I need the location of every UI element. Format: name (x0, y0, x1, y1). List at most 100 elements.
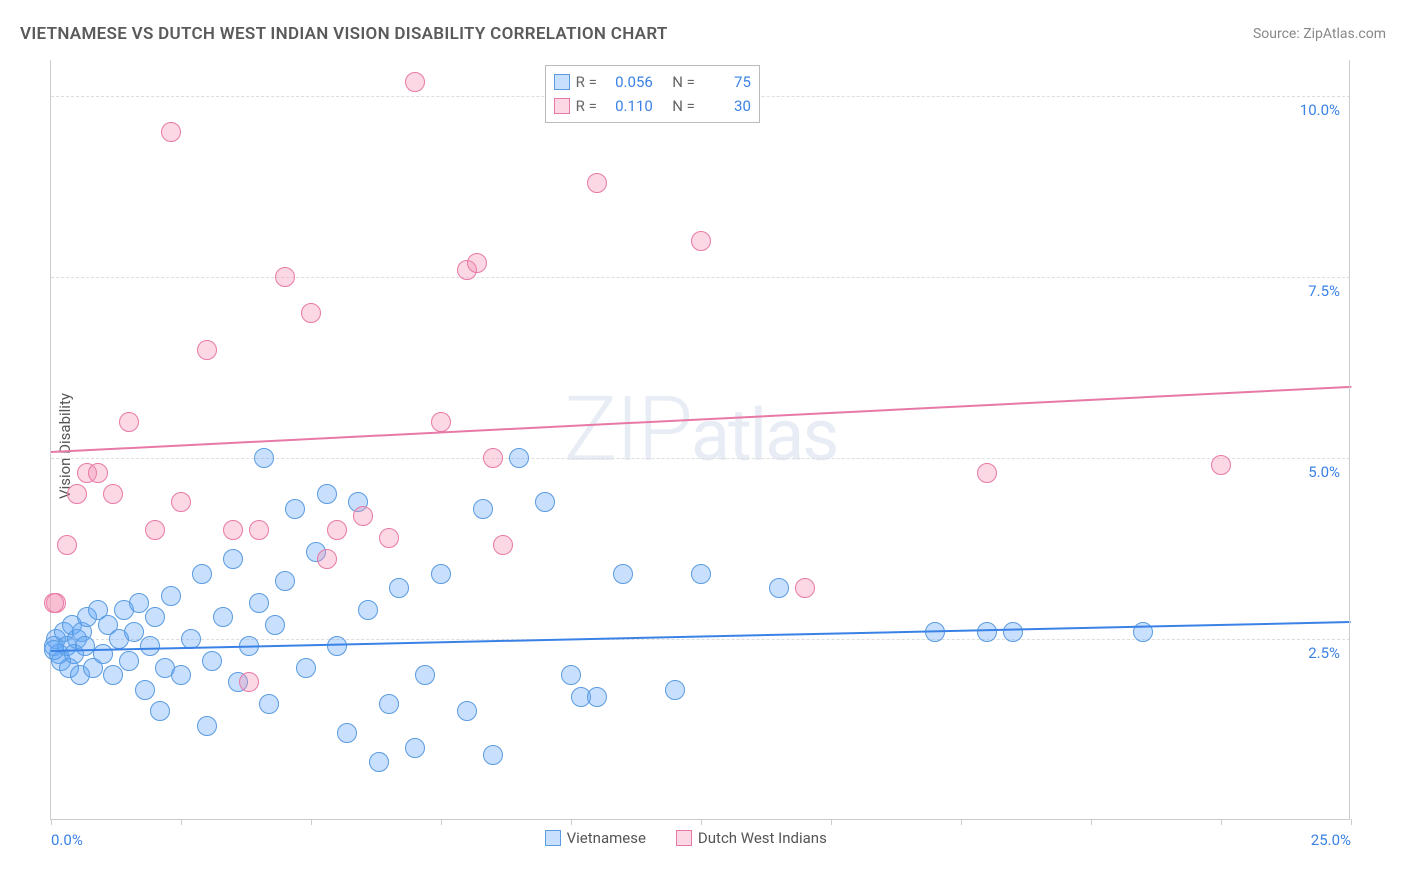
data-point-dutch_west_indians (1211, 455, 1231, 475)
legend-n-label: N = (672, 94, 695, 118)
data-point-vietnamese (140, 636, 160, 656)
x-tick (1351, 819, 1352, 825)
data-point-vietnamese (358, 600, 378, 620)
scatter-chart: ZIPatlas 2.5%5.0%7.5%10.0%0.0%25.0%R =0.… (50, 60, 1350, 820)
regression-line-dutch_west_indians (51, 386, 1351, 453)
data-point-vietnamese (613, 564, 633, 584)
data-point-vietnamese (431, 564, 451, 584)
y-tick-label: 7.5% (1308, 282, 1340, 300)
data-point-dutch_west_indians (317, 549, 337, 569)
data-point-vietnamese (93, 644, 113, 664)
x-tick (571, 819, 572, 825)
watermark-text: ZIPatlas (564, 377, 838, 482)
data-point-dutch_west_indians (67, 484, 87, 504)
legend-r-value: 0.056 (603, 70, 653, 94)
legend-r-value: 0.110 (603, 94, 653, 118)
data-point-dutch_west_indians (197, 340, 217, 360)
y-tick-label: 10.0% (1300, 101, 1340, 119)
data-point-vietnamese (259, 694, 279, 714)
legend-r-label: R = (576, 70, 597, 94)
data-point-vietnamese (75, 636, 95, 656)
data-point-vietnamese (197, 716, 217, 736)
x-tick-label: 25.0% (1311, 831, 1351, 849)
data-point-dutch_west_indians (405, 72, 425, 92)
data-point-vietnamese (587, 687, 607, 707)
data-point-vietnamese (327, 636, 347, 656)
data-point-vietnamese (473, 499, 493, 519)
legend-item-dutch_west_indians: Dutch West Indians (676, 829, 827, 847)
data-point-vietnamese (977, 622, 997, 642)
legend-item-label: Vietnamese (567, 829, 646, 847)
data-point-dutch_west_indians (119, 412, 139, 432)
y-tick-label: 5.0% (1308, 463, 1340, 481)
data-point-vietnamese (317, 484, 337, 504)
data-point-vietnamese (405, 738, 425, 758)
chart-title: VIETNAMESE VS DUTCH WEST INDIAN VISION D… (20, 24, 668, 44)
legend-stats-row: R =0.056 N =75 (554, 70, 751, 94)
data-point-vietnamese (379, 694, 399, 714)
data-point-vietnamese (213, 607, 233, 627)
data-point-dutch_west_indians (587, 173, 607, 193)
legend-n-value: 75 (701, 70, 751, 94)
data-point-dutch_west_indians (379, 528, 399, 548)
data-point-dutch_west_indians (301, 303, 321, 323)
data-point-vietnamese (135, 680, 155, 700)
x-tick (181, 819, 182, 825)
data-point-vietnamese (389, 578, 409, 598)
data-point-vietnamese (691, 564, 711, 584)
x-tick (701, 819, 702, 825)
data-point-dutch_west_indians (57, 535, 77, 555)
legend-n-value: 30 (701, 94, 751, 118)
legend-stats: R =0.056 N =75R =0.110 N =30 (545, 65, 760, 123)
y-tick-label: 2.5% (1308, 644, 1340, 662)
x-tick (311, 819, 312, 825)
gridline (51, 458, 1350, 459)
data-point-vietnamese (202, 651, 222, 671)
chart-source: Source: ZipAtlas.com (1253, 26, 1386, 42)
data-point-vietnamese (1003, 622, 1023, 642)
data-point-vietnamese (161, 586, 181, 606)
data-point-vietnamese (119, 651, 139, 671)
x-tick-label: 0.0% (51, 831, 83, 849)
x-tick (441, 819, 442, 825)
data-point-vietnamese (275, 571, 295, 591)
data-point-vietnamese (285, 499, 305, 519)
data-point-dutch_west_indians (493, 535, 513, 555)
x-tick (1221, 819, 1222, 825)
data-point-dutch_west_indians (275, 267, 295, 287)
data-point-dutch_west_indians (977, 463, 997, 483)
data-point-vietnamese (483, 745, 503, 765)
data-point-vietnamese (535, 492, 555, 512)
data-point-vietnamese (265, 615, 285, 635)
data-point-dutch_west_indians (44, 593, 64, 613)
legend-item-label: Dutch West Indians (698, 829, 827, 847)
data-point-vietnamese (254, 448, 274, 468)
data-point-vietnamese (171, 665, 191, 685)
data-point-dutch_west_indians (223, 520, 243, 540)
data-point-dutch_west_indians (161, 122, 181, 142)
data-point-vietnamese (150, 701, 170, 721)
x-tick (1091, 819, 1092, 825)
data-point-dutch_west_indians (88, 463, 108, 483)
data-point-vietnamese (769, 578, 789, 598)
data-point-dutch_west_indians (103, 484, 123, 504)
data-point-dutch_west_indians (353, 506, 373, 526)
data-point-dutch_west_indians (145, 520, 165, 540)
data-point-dutch_west_indians (431, 412, 451, 432)
legend-item-vietnamese: Vietnamese (545, 829, 646, 847)
data-point-vietnamese (337, 723, 357, 743)
legend-r-label: R = (576, 94, 597, 118)
data-point-dutch_west_indians (171, 492, 191, 512)
data-point-vietnamese (561, 665, 581, 685)
data-point-vietnamese (509, 448, 529, 468)
data-point-vietnamese (103, 665, 123, 685)
x-tick (831, 819, 832, 825)
data-point-dutch_west_indians (691, 231, 711, 251)
data-point-vietnamese (296, 658, 316, 678)
data-point-vietnamese (249, 593, 269, 613)
data-point-vietnamese (369, 752, 389, 772)
legend-swatch (554, 74, 570, 90)
legend-swatch (554, 98, 570, 114)
data-point-dutch_west_indians (249, 520, 269, 540)
data-point-dutch_west_indians (239, 672, 259, 692)
